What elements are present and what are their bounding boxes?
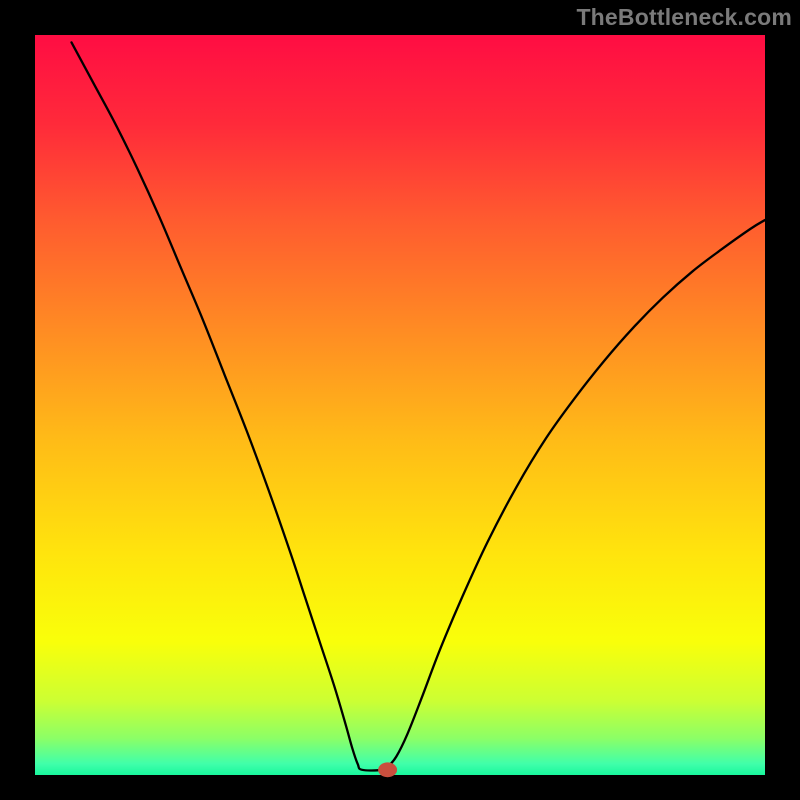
bottleneck-chart xyxy=(0,0,800,800)
plot-background xyxy=(35,35,765,775)
watermark-text: TheBottleneck.com xyxy=(576,4,792,31)
optimal-point-marker xyxy=(378,762,397,777)
chart-stage: TheBottleneck.com xyxy=(0,0,800,800)
